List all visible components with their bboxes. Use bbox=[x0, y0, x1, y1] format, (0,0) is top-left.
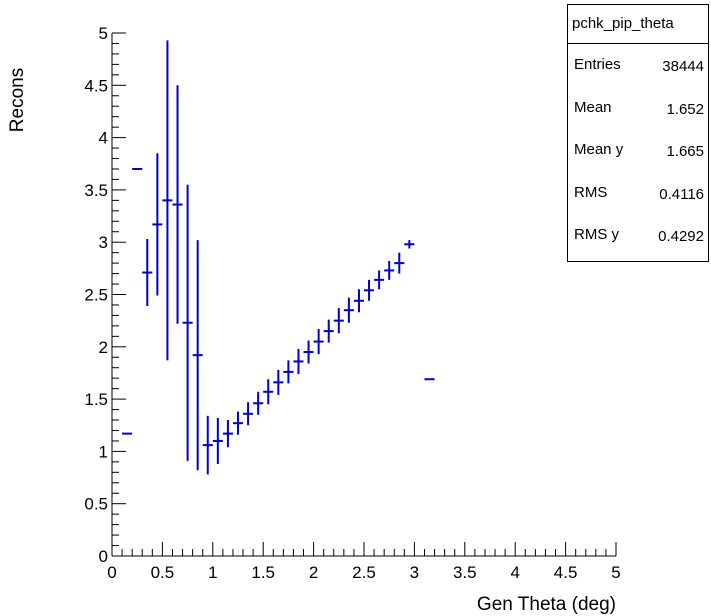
data-point bbox=[384, 261, 395, 280]
stats-value: 0.4116 bbox=[659, 185, 704, 203]
stats-title: pchk_pip_theta bbox=[568, 5, 708, 44]
x-tick-label: 4 bbox=[510, 563, 519, 582]
data-point bbox=[222, 420, 233, 448]
stats-row-mean-y: Mean y 1.665 bbox=[568, 129, 708, 172]
data-point bbox=[152, 153, 163, 296]
data-point bbox=[232, 411, 244, 435]
y-tick-label: 3 bbox=[99, 233, 108, 252]
data-point bbox=[192, 240, 203, 471]
y-tick-label: 1 bbox=[99, 442, 108, 461]
data-point bbox=[212, 417, 223, 464]
x-tick-label: 2 bbox=[309, 563, 318, 582]
y-tick-label: 2.5 bbox=[84, 286, 108, 305]
stats-key: Mean bbox=[574, 98, 612, 116]
y-tick-label: 2 bbox=[99, 338, 108, 357]
data-point bbox=[353, 289, 364, 313]
data-point bbox=[162, 40, 173, 361]
data-point bbox=[253, 391, 264, 415]
y-tick-label: 3.5 bbox=[84, 181, 108, 200]
y-tick-labels: 0 0.5 1 1.5 2 2.5 3 3.5 4 4.5 5 bbox=[84, 24, 108, 566]
stats-row-rms-y: RMS y 0.4292 bbox=[568, 214, 708, 257]
stats-key: RMS bbox=[574, 183, 608, 201]
data-point bbox=[293, 348, 304, 374]
data-point bbox=[374, 270, 385, 290]
stats-value: 1.652 bbox=[666, 100, 704, 118]
y-tick-label: 1.5 bbox=[84, 390, 108, 409]
data-point bbox=[303, 340, 314, 364]
y-tick-label: 0 bbox=[99, 547, 108, 566]
stats-key: Entries bbox=[574, 56, 621, 73]
stats-box: pchk_pip_theta Entries 38444 Mean 1.652 … bbox=[567, 4, 709, 262]
stats-value: 1.665 bbox=[666, 143, 704, 160]
stats-key: RMS y bbox=[574, 226, 619, 243]
x-tick-label: 3.5 bbox=[453, 563, 477, 582]
x-tick-label: 1 bbox=[208, 563, 217, 582]
y-tick-label: 5 bbox=[99, 24, 108, 43]
x-tick-label: 0.5 bbox=[151, 563, 175, 582]
data-point bbox=[142, 239, 153, 307]
y-tick-label: 4.5 bbox=[84, 76, 108, 95]
x-tick-label: 2.5 bbox=[352, 563, 376, 582]
data-point bbox=[283, 360, 294, 384]
stats-row-mean: Mean 1.652 bbox=[568, 87, 708, 130]
x-tick-labels: 0 0.5 1 1.5 2 2.5 3 3.5 4 4.5 5 bbox=[107, 563, 620, 582]
stats-row-rms: RMS 0.4116 bbox=[568, 172, 708, 215]
data-point bbox=[313, 329, 324, 355]
data-point bbox=[263, 379, 274, 405]
x-axis-title: Gen Theta (deg) bbox=[477, 594, 616, 615]
y-axis-title: Recons bbox=[7, 68, 28, 132]
data-point bbox=[323, 319, 334, 343]
data-point bbox=[172, 85, 183, 324]
x-tick-label: 0 bbox=[107, 563, 116, 582]
data-point bbox=[394, 252, 405, 274]
x-tick-label: 3 bbox=[410, 563, 419, 582]
stats-key: Mean y bbox=[574, 141, 624, 158]
data-point bbox=[364, 279, 375, 301]
data-point bbox=[243, 402, 254, 426]
data-point bbox=[182, 184, 193, 461]
x-tick-label: 5 bbox=[611, 563, 620, 582]
data-point bbox=[273, 369, 284, 395]
y-tick-label: 0.5 bbox=[84, 495, 108, 514]
x-tick-label: 1.5 bbox=[251, 563, 275, 582]
stats-value: 0.4292 bbox=[658, 228, 704, 245]
stats-row-entries: Entries 38444 bbox=[568, 44, 708, 87]
y-tick-label: 4 bbox=[99, 129, 108, 148]
data-point bbox=[343, 297, 354, 323]
data-point bbox=[202, 415, 213, 475]
axes bbox=[111, 32, 617, 557]
x-tick-label: 4.5 bbox=[554, 563, 578, 582]
data-point bbox=[333, 308, 344, 334]
data-points bbox=[122, 40, 435, 475]
stats-value: 38444 bbox=[662, 58, 704, 75]
data-point bbox=[404, 240, 415, 249]
